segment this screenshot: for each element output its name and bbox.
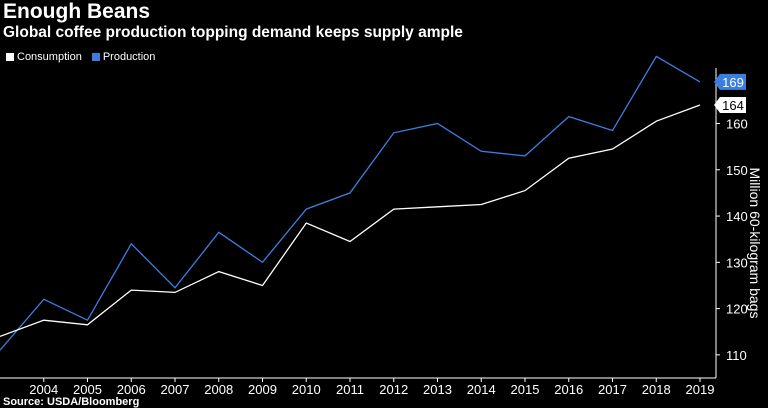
source-note: Source: USDA/Bloomberg [3, 396, 140, 408]
series-line-production [0, 55, 701, 351]
end-label-box-consumption [720, 97, 746, 114]
y-tick-label: 160 [726, 117, 748, 132]
chart-title: Enough Beans [3, 0, 151, 23]
y-tick-label: 140 [726, 209, 748, 224]
x-tick-label: 2016 [554, 382, 583, 397]
end-label-production: 169 [722, 75, 744, 90]
legend-swatch-consumption [6, 53, 14, 61]
x-tick-label: 2018 [642, 382, 671, 397]
end-label-consumption: 164 [722, 98, 744, 113]
end-label-box-production [720, 73, 746, 90]
x-tick-label: 2012 [379, 382, 408, 397]
x-tick-label: 2017 [598, 382, 627, 397]
x-tick-label: 2013 [423, 382, 452, 397]
legend-swatch-production [91, 53, 100, 61]
legend-label-consumption: Consumption [17, 51, 82, 63]
legend-item-consumption: Consumption [6, 51, 82, 63]
legend-item-production: Production [91, 51, 156, 63]
x-tick-label: 2008 [204, 382, 233, 397]
series-line-consumption [0, 104, 701, 338]
x-tick-label: 2004 [29, 382, 58, 397]
x-tick-label: 2010 [292, 382, 321, 397]
x-tick-label: 2015 [511, 382, 540, 397]
end-label-pointer-production [714, 73, 720, 90]
y-tick-label: 110 [726, 348, 747, 363]
x-tick-label: 2006 [117, 382, 146, 397]
x-tick-label: 2007 [161, 382, 190, 397]
y-tick-label: 150 [726, 163, 748, 178]
y-tick-label: 130 [726, 255, 748, 270]
y-tick-label: 120 [726, 302, 748, 317]
chart-subtitle: Global coffee production topping demand … [3, 24, 463, 41]
end-label-pointer-consumption [714, 97, 720, 114]
legend-label-production: Production [102, 51, 156, 63]
legend: Consumption Production [6, 51, 165, 63]
y-axis-title: Million 60-kilogram bags [747, 168, 763, 319]
x-tick-label: 2019 [686, 382, 715, 397]
x-tick-label: 2011 [336, 382, 364, 397]
x-tick-label: 2005 [73, 382, 102, 397]
x-tick-label: 2009 [248, 382, 277, 397]
x-tick-label: 2014 [467, 382, 496, 397]
